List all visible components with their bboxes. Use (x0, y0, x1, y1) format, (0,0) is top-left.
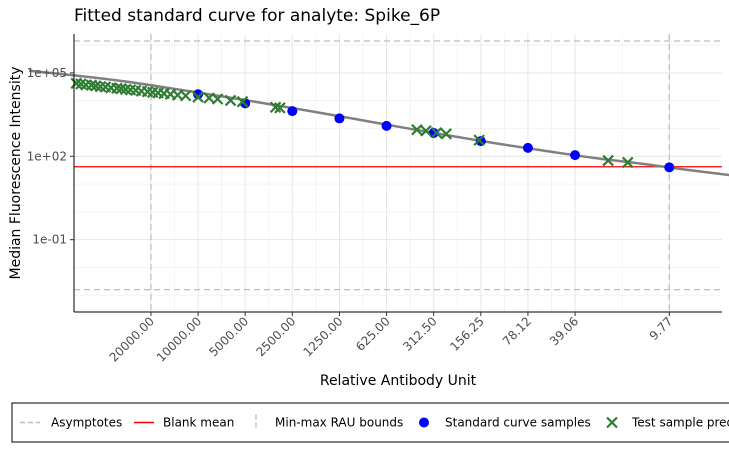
x-marker-stroke (94, 80, 107, 93)
x-tick-label: 5000.00 (206, 314, 251, 359)
x-marker-stroke (440, 128, 452, 140)
legend-item: Standard curve samples (419, 416, 591, 430)
x-marker-stroke (146, 86, 159, 99)
legend-item: Test sample predictions (606, 416, 729, 430)
x-tick-label: 78.12 (500, 314, 534, 348)
y-tick-label: 1e+05 (27, 66, 67, 80)
test-sample-point (224, 94, 237, 107)
legend-key-circle (419, 417, 429, 428)
test-sample-point (192, 91, 204, 103)
x-marker-stroke (90, 80, 102, 92)
test-sample-point (621, 156, 634, 169)
legend-label: Test sample predictions (631, 416, 729, 430)
x-marker-stroke (473, 134, 485, 146)
x-marker-stroke (621, 156, 634, 169)
test-sample-point (274, 102, 286, 114)
x-tick-label: 625.00 (353, 314, 393, 354)
test-sample-point (473, 134, 485, 146)
y-axis-ticks: 1e-01 1e+02 1e+05 (27, 66, 74, 247)
legend-label: Min-max RAU bounds (275, 416, 403, 430)
x-marker-stroke (269, 101, 282, 114)
x-marker-stroke (602, 154, 614, 167)
x-tick-label: 2500.00 (253, 314, 298, 359)
x-axis-title: Relative Antibody Unit (320, 373, 477, 389)
x-marker-stroke (70, 77, 83, 90)
test-sample-point (211, 93, 224, 105)
test-sample-series (70, 77, 634, 169)
x-marker-stroke (411, 123, 423, 136)
x-marker-stroke (75, 78, 87, 90)
x-marker-stroke (141, 85, 154, 98)
data-points (70, 77, 675, 173)
x-marker-stroke (99, 81, 112, 93)
standard-sample-point (570, 150, 581, 161)
x-tick-label: 20000.00 (107, 314, 157, 364)
x-tick-label: 9.77 (647, 314, 676, 343)
reference-lines (74, 34, 722, 312)
legend-box (11, 402, 729, 443)
standard-sample-point (334, 113, 345, 124)
legend-label: Blank mean (163, 416, 234, 430)
test-sample-point (420, 125, 432, 137)
legend-label: Asymptotes (51, 416, 122, 430)
x-marker-stroke (430, 126, 443, 139)
test-sample-point (269, 101, 282, 114)
axes (73, 34, 722, 313)
legend-item: Min-max RAU bounds (255, 414, 403, 431)
standard-curve-series (193, 89, 675, 173)
standard-sample-point (522, 142, 533, 153)
test-sample-point (179, 89, 192, 102)
x-marker-stroke (236, 95, 249, 108)
x-marker-stroke (211, 93, 224, 105)
x-marker-stroke (129, 84, 142, 97)
x-tick-label: 156.25 (447, 314, 487, 354)
test-sample-point (411, 123, 423, 136)
test-sample-point (602, 154, 614, 167)
x-marker-stroke (179, 89, 192, 102)
y-tick-label: 1e+02 (27, 149, 67, 163)
plot-grid (74, 34, 722, 312)
x-marker-stroke (115, 82, 127, 95)
x-marker-stroke (606, 416, 618, 429)
x-marker-stroke (192, 91, 204, 103)
fitted-curve-line (28, 69, 729, 177)
standard-sample-point (193, 89, 204, 100)
chart-title: Fitted standard curve for analyte: Spike… (74, 6, 440, 26)
x-marker-stroke (420, 125, 432, 137)
fitted-curve (28, 69, 729, 177)
legend-key-x (606, 416, 618, 429)
test-sample-point (236, 95, 249, 108)
y-tick-label: 1e-01 (32, 233, 67, 247)
x-tick-label: 10000.00 (154, 314, 204, 364)
legend-item: Asymptotes (20, 416, 122, 430)
standard-sample-point (381, 120, 392, 131)
test-sample-point (430, 126, 443, 139)
x-tick-label: 312.50 (400, 314, 440, 354)
legend-item: Blank mean (134, 416, 234, 430)
x-marker-stroke (124, 84, 137, 96)
x-tick-label: 1250.00 (301, 314, 346, 359)
test-sample-point (440, 128, 452, 140)
x-marker-stroke (224, 94, 237, 107)
standard-sample-point (664, 162, 675, 173)
y-axis-title: Median Fluorescence Intensity (8, 67, 24, 280)
x-tick-label: 39.06 (547, 314, 581, 348)
x-marker-stroke (85, 79, 98, 91)
x-marker-stroke (119, 83, 132, 96)
test-sample-point (85, 79, 98, 91)
legend-label: Standard curve samples (445, 416, 591, 430)
chart-legend: Asymptotes Blank mean Min-max RAU bounds St… (11, 402, 729, 443)
x-marker-stroke (274, 102, 286, 114)
standard-sample-point (287, 106, 298, 117)
